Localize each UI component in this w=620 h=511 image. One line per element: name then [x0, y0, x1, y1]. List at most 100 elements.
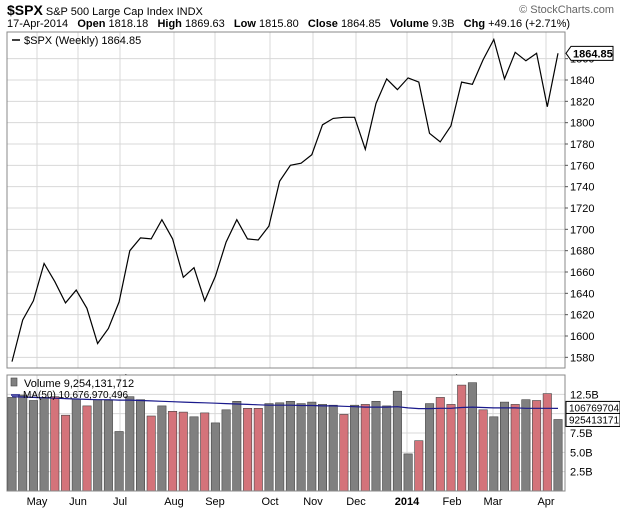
volume-x-tick-label: Nov — [303, 496, 323, 508]
volume-bar — [307, 401, 317, 492]
watermark: © StockCharts.com — [519, 4, 614, 16]
volume-bar — [403, 453, 413, 492]
volume-bar — [275, 402, 285, 492]
volume-bar — [71, 398, 81, 492]
volume-bar — [18, 394, 28, 492]
volume-x-tick-label: Aug — [164, 496, 184, 508]
volume-bar — [221, 409, 231, 492]
volume-bar — [499, 401, 509, 492]
volume-bar — [435, 397, 445, 492]
volume-bar — [50, 396, 60, 492]
volume-bar — [489, 416, 499, 492]
volume-bar — [371, 400, 381, 492]
volume-bar — [360, 404, 370, 492]
volume-bar — [178, 411, 188, 492]
ma-legend-label: MA(50) 10,676,970,496 — [23, 390, 129, 401]
volume-bar — [103, 400, 113, 492]
volume-bar — [510, 404, 520, 492]
volume-legend-label: Volume 9,254,131,712 — [24, 378, 134, 390]
volume-bar — [28, 400, 38, 492]
volume-x-tick-label: Oct — [261, 496, 278, 508]
symbol: $SPX — [7, 2, 43, 18]
volume-bar — [350, 404, 360, 492]
quote-line: 17-Apr-2014 Open 1818.18 High 1869.63 Lo… — [7, 18, 570, 30]
price-y-tick-label: 1700 — [570, 224, 594, 236]
volume-bar — [125, 396, 135, 492]
price-plot-frame — [6, 31, 566, 369]
volume-bar — [521, 399, 531, 492]
close-value: 1864.85 — [340, 18, 381, 30]
price-y-tick-label: 1680 — [570, 246, 594, 258]
volume-label: Volume — [389, 18, 429, 30]
close-label: Close — [307, 18, 338, 30]
price-y-tick-label: 1600 — [570, 331, 594, 343]
volume-bar — [425, 403, 435, 492]
volume-bar — [146, 415, 156, 492]
volume-x-tick-label: Jun — [69, 496, 87, 508]
high-value: 1869.63 — [184, 18, 225, 30]
volume-x-tick-label: Feb — [443, 496, 462, 508]
volume-bar — [61, 414, 71, 492]
volume-legend-swatch — [10, 377, 18, 387]
volume-bar — [328, 404, 338, 492]
price-y-tick-label: 1760 — [570, 160, 594, 172]
volume-bar — [232, 400, 242, 492]
volume-bar — [189, 416, 199, 492]
volume-value: 9.3B — [431, 18, 455, 30]
volume-bar — [39, 397, 49, 492]
volume-bar — [296, 403, 306, 492]
exchange: INDX — [176, 6, 203, 18]
volume-plot-frame — [6, 374, 566, 492]
volume-bar — [553, 419, 563, 492]
chart-title: $SPX S&P 500 Large Cap Index INDX — [7, 2, 203, 18]
price-y-tick-label: 1740 — [570, 182, 594, 194]
chg-label: Chg — [463, 18, 486, 30]
volume-bar — [114, 431, 124, 492]
price-y-tick-label: 1720 — [570, 203, 594, 215]
price-plot-area — [7, 32, 565, 368]
volume-bar — [478, 409, 488, 492]
price-y-tick-label: 1780 — [570, 139, 594, 151]
price-y-tick-label: 1840 — [570, 75, 594, 87]
quote-date: 17-Apr-2014 — [7, 18, 69, 30]
last-price-label: 1864.85 — [573, 48, 613, 60]
volume-bar — [532, 400, 542, 492]
volume-bar — [339, 414, 349, 492]
high-label: High — [157, 18, 182, 30]
volume-bar — [243, 407, 253, 492]
volume-x-tick-label: Mar — [484, 496, 503, 508]
volume-x-tick-label: Apr — [537, 496, 554, 508]
low-value: 1815.80 — [258, 18, 299, 30]
volume-bar — [317, 404, 327, 492]
volume-y-tick-label: 7.5B — [570, 428, 593, 440]
volume-x-tick-label: May — [27, 496, 48, 508]
price-y-tick-label: 1820 — [570, 96, 594, 108]
volume-y-tick-label: 12.5B — [570, 389, 599, 401]
volume-bar — [285, 400, 295, 492]
open-label: Open — [77, 18, 106, 30]
volume-bar — [200, 412, 210, 492]
last-volume-label: 9254131712 — [569, 415, 620, 426]
price-y-tick-label: 1580 — [570, 352, 594, 364]
ma-series-line — [11, 396, 559, 410]
price-legend-label: $SPX (Weekly) 1864.85 — [24, 35, 141, 47]
volume-bar — [157, 405, 167, 492]
price-y-tick-label: 1620 — [570, 310, 594, 322]
last-ma-label: 10676970496 — [569, 403, 620, 414]
volume-y-tick-label: 2.5B — [570, 467, 593, 479]
volume-x-tick-label: Sep — [205, 496, 225, 508]
price-y-tick-label: 1660 — [570, 267, 594, 279]
volume-bar — [82, 405, 92, 492]
volume-bar — [136, 399, 146, 492]
low-label: Low — [233, 18, 256, 30]
last-volume-tag — [565, 412, 620, 427]
volume-bar — [93, 399, 103, 492]
volume-bar — [168, 410, 178, 492]
price-y-tick-label: 1640 — [570, 288, 594, 300]
volume-x-tick-label: Dec — [346, 496, 366, 508]
volume-bar — [264, 403, 274, 492]
index-name: S&P 500 Large Cap Index — [45, 6, 174, 18]
volume-bar — [210, 422, 220, 492]
chg-value: +49.16 (+2.71%) — [488, 18, 571, 30]
